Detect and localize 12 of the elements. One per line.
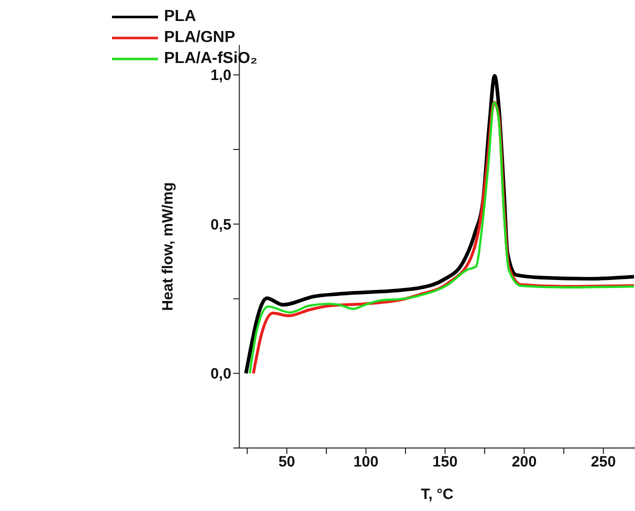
y-axis-title: Heat flow, mW/mg (160, 182, 177, 311)
y-tick-label: 1,0 (210, 67, 232, 84)
x-tick-label: 150 (432, 454, 458, 471)
x-axis-title: T, °C (420, 486, 454, 503)
y-tick-label: 0,0 (210, 366, 232, 383)
x-tick-label: 250 (590, 454, 616, 471)
legend-label: PLA (164, 7, 196, 27)
x-tick-label: 200 (512, 454, 537, 471)
x-tick-label: 50 (278, 454, 296, 471)
x-tick-label: 100 (353, 454, 378, 471)
y-tick-label: 0,5 (210, 216, 232, 234)
legend-label: PLA/GNP (164, 28, 236, 48)
